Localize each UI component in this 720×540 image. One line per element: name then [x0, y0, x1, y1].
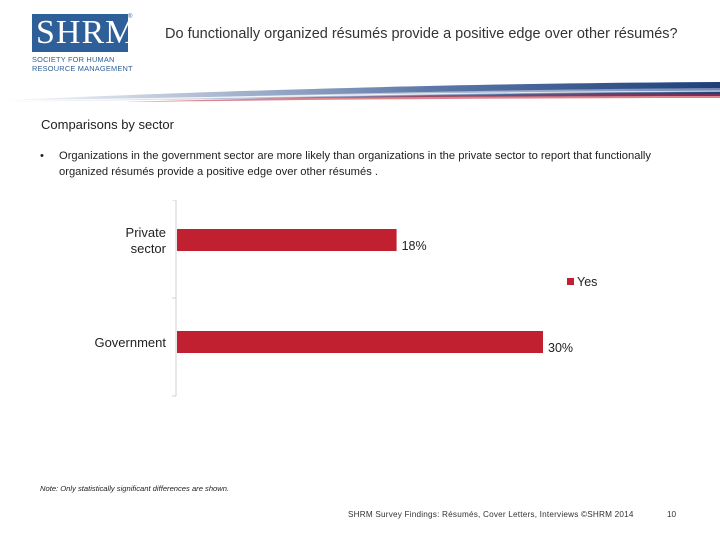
bar-private-sector	[177, 229, 397, 251]
legend-label: Yes	[577, 275, 597, 289]
data-label: 18%	[402, 239, 427, 253]
logo-registered-mark: ®	[128, 14, 133, 20]
data-label: 30%	[548, 341, 573, 355]
page-number: 10	[667, 510, 677, 519]
header-banner	[0, 80, 720, 102]
logo-subtitle: SOCIETY FOR HUMAN RESOURCE MANAGEMENT	[32, 55, 133, 73]
bullet-icon: •	[40, 150, 44, 162]
logo-box: SHRM	[32, 14, 135, 52]
logo-subtitle-line2: RESOURCE MANAGEMENT	[32, 64, 133, 73]
bar-chart: Private sector 18% Government 30% Yes	[94, 200, 597, 397]
category-label: Government	[94, 335, 166, 350]
logo-subtitle-line1: SOCIETY FOR HUMAN	[32, 55, 115, 64]
chart-footnote: Note: Only statistically significant dif…	[40, 484, 230, 493]
category-label: Private sector	[126, 225, 167, 256]
bullet-text: Organizations in the government sector a…	[59, 150, 652, 178]
legend-swatch	[567, 278, 574, 285]
page-title: Do functionally organized résumés provid…	[165, 26, 678, 42]
footer-source: SHRM Survey Findings: Résumés, Cover Let…	[348, 510, 634, 519]
section-heading: Comparisons by sector	[41, 117, 174, 132]
shrm-logo: SHRM ® SOCIETY FOR HUMAN RESOURCE MANAGE…	[32, 14, 135, 76]
bar-government	[177, 331, 543, 353]
logo-letters: SHRM	[36, 14, 137, 51]
